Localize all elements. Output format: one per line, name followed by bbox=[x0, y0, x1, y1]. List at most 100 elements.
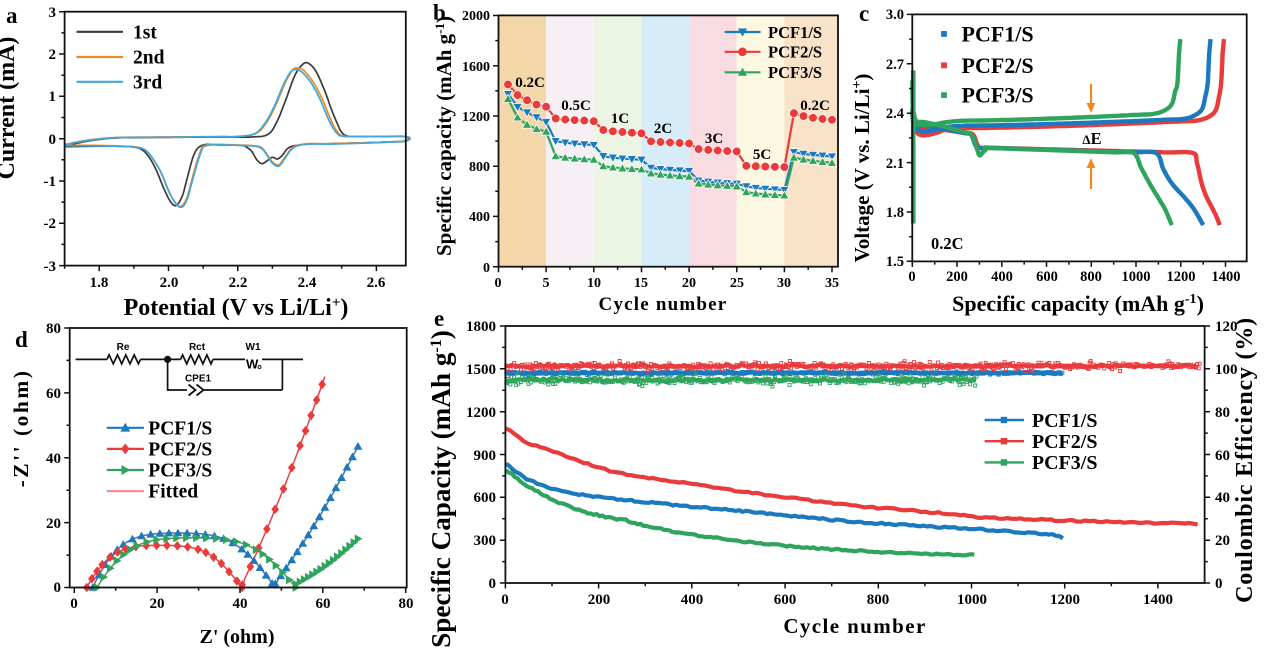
svg-text:600: 600 bbox=[1036, 269, 1058, 285]
svg-text:1400: 1400 bbox=[1143, 592, 1173, 608]
svg-text:W: W bbox=[246, 357, 259, 372]
svg-text:1200: 1200 bbox=[1050, 592, 1080, 608]
svg-text:0: 0 bbox=[49, 132, 57, 148]
svg-text:800: 800 bbox=[867, 592, 890, 608]
svg-text:Current (mA): Current (mA) bbox=[0, 37, 20, 180]
svg-text:1000: 1000 bbox=[1122, 269, 1151, 285]
svg-text:3.0: 3.0 bbox=[886, 7, 904, 23]
svg-text:1600: 1600 bbox=[462, 60, 490, 75]
svg-text:PCF3/S: PCF3/S bbox=[962, 83, 1034, 108]
svg-text:PCF2/S: PCF2/S bbox=[962, 53, 1034, 78]
svg-text:-Z'' (ohm): -Z'' (ohm) bbox=[9, 369, 33, 488]
svg-text:PCF1/S: PCF1/S bbox=[1032, 410, 1098, 432]
svg-text:Voltage (V vs. Li/Li+): Voltage (V vs. Li/Li+) bbox=[850, 74, 874, 263]
svg-text:-2: -2 bbox=[44, 216, 57, 232]
svg-text:Cycle number: Cycle number bbox=[599, 294, 728, 315]
svg-text:a: a bbox=[6, 3, 18, 28]
svg-text:0: 0 bbox=[908, 269, 915, 285]
svg-text:0: 0 bbox=[483, 261, 490, 276]
svg-text:d: d bbox=[15, 327, 28, 352]
svg-text:Cycle number: Cycle number bbox=[783, 614, 926, 638]
svg-text:300: 300 bbox=[474, 533, 497, 549]
svg-text:2.4: 2.4 bbox=[298, 275, 317, 291]
svg-text:200: 200 bbox=[588, 592, 611, 608]
svg-text:1500: 1500 bbox=[466, 362, 496, 378]
svg-text:60: 60 bbox=[46, 386, 61, 402]
svg-text:600: 600 bbox=[774, 592, 797, 608]
svg-text:2000: 2000 bbox=[462, 9, 490, 24]
svg-text:Z' (ohm): Z' (ohm) bbox=[200, 626, 275, 648]
svg-text:3: 3 bbox=[49, 5, 57, 21]
svg-text:2nd: 2nd bbox=[133, 48, 165, 69]
svg-text:0: 0 bbox=[489, 576, 497, 592]
svg-text:Coulombic Efficiency (%): Coulombic Efficiency (%) bbox=[1232, 317, 1258, 603]
svg-text:2.6: 2.6 bbox=[367, 275, 386, 291]
svg-text:200: 200 bbox=[946, 269, 968, 285]
svg-text:1st: 1st bbox=[133, 22, 157, 43]
svg-text:40: 40 bbox=[1215, 490, 1230, 506]
svg-text:1.8: 1.8 bbox=[886, 205, 904, 221]
svg-text:ΔE: ΔE bbox=[1082, 129, 1101, 148]
svg-text:Specific capacity (mAh g-1): Specific capacity (mAh g-1) bbox=[952, 291, 1204, 316]
svg-text:120: 120 bbox=[1215, 319, 1238, 335]
svg-text:2.7: 2.7 bbox=[886, 57, 904, 73]
svg-text:-3: -3 bbox=[44, 259, 57, 275]
svg-text:900: 900 bbox=[474, 448, 497, 464]
svg-text:Rct: Rct bbox=[189, 342, 206, 353]
svg-text:1400: 1400 bbox=[1212, 269, 1241, 285]
svg-text:W1: W1 bbox=[246, 342, 261, 353]
svg-text:0.5C: 0.5C bbox=[561, 98, 591, 114]
svg-text:2.1: 2.1 bbox=[886, 156, 904, 172]
svg-text:80: 80 bbox=[399, 596, 414, 612]
svg-text:40: 40 bbox=[46, 451, 61, 467]
svg-text:0: 0 bbox=[495, 276, 502, 291]
svg-text:Re: Re bbox=[117, 342, 130, 353]
svg-text:20: 20 bbox=[46, 516, 61, 532]
svg-text:Potential (V vs Li/Li+): Potential (V vs Li/Li+) bbox=[124, 295, 349, 321]
svg-text:1800: 1800 bbox=[466, 319, 496, 335]
svg-text:3C: 3C bbox=[705, 131, 723, 147]
svg-text:PCF2/S: PCF2/S bbox=[148, 439, 212, 460]
svg-text:2.0: 2.0 bbox=[160, 275, 179, 291]
svg-text:PCF3/S: PCF3/S bbox=[1032, 452, 1098, 474]
svg-text:1200: 1200 bbox=[466, 405, 496, 421]
svg-text:0: 0 bbox=[70, 596, 78, 612]
svg-text:PCF2/S: PCF2/S bbox=[768, 43, 822, 62]
svg-text:800: 800 bbox=[469, 160, 490, 175]
svg-text:PCF1/S: PCF1/S bbox=[148, 418, 212, 439]
svg-text:80: 80 bbox=[46, 321, 61, 337]
svg-text:2: 2 bbox=[49, 47, 57, 63]
svg-text:0.2C: 0.2C bbox=[515, 75, 545, 91]
svg-text:1.5: 1.5 bbox=[886, 254, 904, 270]
svg-text:20: 20 bbox=[1215, 533, 1230, 549]
svg-text:0: 0 bbox=[1215, 576, 1223, 592]
svg-text:35: 35 bbox=[825, 276, 839, 291]
svg-text:80: 80 bbox=[1215, 405, 1230, 421]
svg-text:b: b bbox=[433, 0, 446, 25]
svg-text:1000: 1000 bbox=[957, 592, 987, 608]
svg-text:60: 60 bbox=[1215, 448, 1230, 464]
svg-text:1: 1 bbox=[49, 89, 57, 105]
svg-text:Specific Capacity (mAh g-1): Specific Capacity (mAh g-1) bbox=[426, 330, 456, 648]
svg-text:1.8: 1.8 bbox=[90, 275, 109, 291]
svg-text:60: 60 bbox=[316, 596, 331, 612]
svg-text:400: 400 bbox=[681, 592, 704, 608]
svg-text:Fitted: Fitted bbox=[148, 482, 198, 503]
svg-text:0: 0 bbox=[54, 580, 62, 596]
svg-text:CPE1: CPE1 bbox=[185, 374, 212, 385]
svg-text:PCF1/S: PCF1/S bbox=[962, 21, 1034, 46]
svg-text:5C: 5C bbox=[753, 147, 771, 163]
svg-text:Specific capacity (mAh g-1): Specific capacity (mAh g-1) bbox=[432, 16, 456, 256]
svg-text:1200: 1200 bbox=[1167, 269, 1196, 285]
svg-text:3rd: 3rd bbox=[133, 72, 162, 93]
svg-text:25: 25 bbox=[730, 276, 744, 291]
svg-text:10: 10 bbox=[587, 276, 601, 291]
svg-text:e: e bbox=[434, 306, 444, 331]
svg-text:0: 0 bbox=[501, 592, 509, 608]
svg-text:1200: 1200 bbox=[462, 110, 490, 125]
svg-text:2C: 2C bbox=[654, 121, 672, 137]
svg-text:c: c bbox=[859, 1, 869, 26]
svg-text:PCF3/S: PCF3/S bbox=[768, 63, 822, 82]
svg-text:0.2C: 0.2C bbox=[931, 234, 964, 253]
svg-text:PCF2/S: PCF2/S bbox=[1032, 431, 1098, 453]
